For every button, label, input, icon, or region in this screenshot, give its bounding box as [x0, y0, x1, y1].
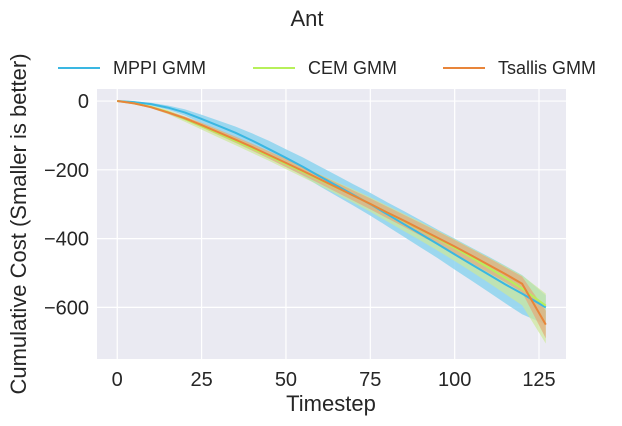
y-tick-label: −600: [44, 297, 89, 319]
x-tick-label: 50: [275, 369, 297, 391]
series-lines: [117, 100, 547, 326]
legend: MPPI GMM CEM GMM Tsallis GMM: [58, 58, 596, 78]
x-tick-label: 75: [359, 369, 381, 391]
x-tick-labels: 0 25 50 75 100 125: [112, 369, 556, 391]
x-tick-label: 100: [438, 369, 471, 391]
line-mppi: [117, 100, 547, 309]
line-tsallis: [117, 100, 547, 326]
plot-area: [97, 89, 566, 359]
x-axis-label: Timestep: [286, 391, 376, 416]
y-axis-label: Cumulative Cost (Smaller is better): [6, 53, 31, 394]
legend-label-tsallis: Tsallis GMM: [498, 58, 596, 78]
grid: [97, 89, 566, 359]
x-tick-label: 25: [190, 369, 212, 391]
chart-title: Ant: [290, 6, 323, 31]
y-tick-label: −200: [44, 160, 89, 182]
y-tick-label: −400: [44, 229, 89, 251]
legend-label-mppi: MPPI GMM: [113, 58, 206, 78]
x-tick-label: 0: [112, 369, 123, 391]
legend-label-cem: CEM GMM: [308, 58, 397, 78]
y-tick-labels: 0 −200 −400 −600: [44, 91, 89, 319]
x-tick-label: 125: [522, 369, 555, 391]
y-tick-label: 0: [78, 91, 89, 113]
